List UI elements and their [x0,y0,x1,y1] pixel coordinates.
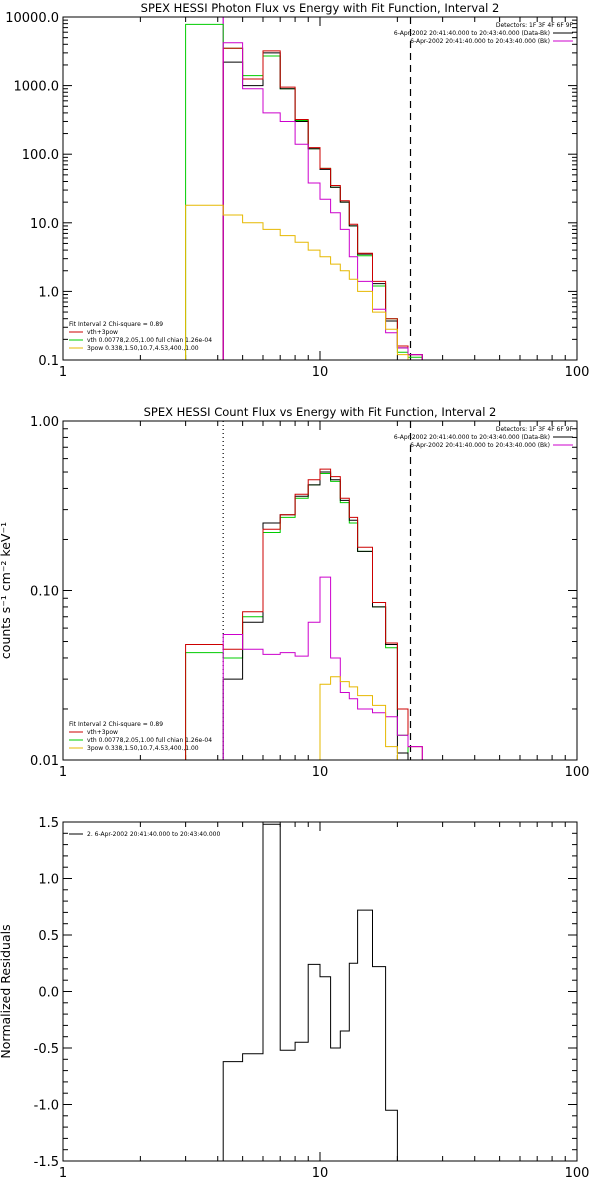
legend-fit-header: Fit Interval 2 Chi-square = 0.89 [69,721,163,728]
y-tick-label: 0.01 [30,754,59,769]
legend-fit-header: Fit Interval 2 Chi-square = 0.89 [69,321,163,328]
y-tick-label: 1.0 [38,873,59,888]
y-axis-label: Normalized Residuals [0,924,13,1058]
y-tick-label: 1.00 [30,415,59,430]
y-tick-label: 1.5 [38,816,59,831]
x-tick-label: 10 [312,1166,329,1181]
legend-left-label: vth+3pow [87,329,118,336]
legend-right-label: 6-Apr-2002 20:41:40.000 to 20:43:40.000 … [394,30,550,37]
chart-title: SPEX HESSI Photon Flux vs Energy with Fi… [141,1,500,15]
x-tick-label: 10 [312,765,329,780]
y-tick-label: 10000.0 [5,11,59,26]
y-tick-label: 100.0 [22,148,59,163]
data-series-1 [222,823,398,1161]
chart-panel-3: Normalized Residuals 1 10 100 -1.5 -1.0 -0.5 0.… [0,816,590,1181]
chart-panel-2: SPEX HESSI Count Flux vs Energy with Fit… [0,405,589,780]
x-tick-label: 10 [312,365,329,380]
data-series-5 [319,676,398,760]
chart-title: SPEX HESSI Count Flux vs Energy with Fit… [144,405,497,419]
y-tick-label: 1.0 [38,285,59,300]
x-tick-label: 1 [59,1166,67,1181]
x-tick-label: 1 [59,765,67,780]
x-tick-label: 100 [565,765,590,780]
x-tick-label: 100 [565,365,590,380]
x-tick-label: 100 [565,1166,590,1181]
x-tick-label: 1 [59,365,67,380]
y-tick-label: -1.0 [34,1099,59,1114]
y-tick-label: -1.5 [34,1155,59,1170]
y-tick-label: 0.0 [38,986,59,1001]
data-series-1 [222,52,423,360]
legend-left-label: 3pow 0.338,1.50,10.7,4.53,400.,1.00 [87,745,199,752]
data-series-4 [222,42,423,360]
y-tick-label: 0.1 [38,354,59,369]
legend-left-label: vth 0.00778,2.05,1.00 full chian 1.26e-0… [87,337,212,344]
data-series-2 [185,468,423,760]
legend-right-label: 6-Apr-2002 20:41:40.000 to 20:43:40.000 … [394,434,550,441]
y-tick-label: 0.5 [38,929,59,944]
legend-right-label: 6-Apr-2002 20:41:40.000 to 20:43:40.000 … [410,442,550,449]
y-tick-label: 10.0 [30,217,59,232]
y-tick-label: -0.5 [34,1042,59,1057]
data-series-4 [222,576,423,760]
legend-left-label: vth+3pow [87,729,118,736]
legend-left-label: 3pow 0.338,1.50,10.7,4.53,400.,1.00 [87,345,199,352]
y-axis-label: counts s⁻¹ cm⁻² keV⁻¹ [0,522,13,659]
legend-left-label: 2. 6-Apr-2002 20:41:40.000 to 20:43:40.0… [87,831,220,838]
data-series-2 [222,47,423,360]
legend-detectors: Detectors: 1F 3F 4F 6F 9F [496,426,574,433]
y-tick-label: 0.10 [30,585,59,600]
legend-right-label: 6-Apr-2002 20:41:40.000 to 20:43:40.000 … [410,38,550,45]
y-tick-label: 1000.0 [14,80,60,95]
plot-frame [62,420,578,761]
plot-frame [62,16,578,361]
legend-detectors: Detectors: 1F 3F 4F 6F 9F [496,22,574,29]
chart-panel-1: SPEX HESSI Photon Flux vs Energy with Fi… [5,1,589,380]
legend-left-label: vth 0.00778,2.05,1.00 full chian 1.26e-0… [87,737,212,744]
data-series-5 [185,204,409,360]
plot-frame [62,821,578,1162]
